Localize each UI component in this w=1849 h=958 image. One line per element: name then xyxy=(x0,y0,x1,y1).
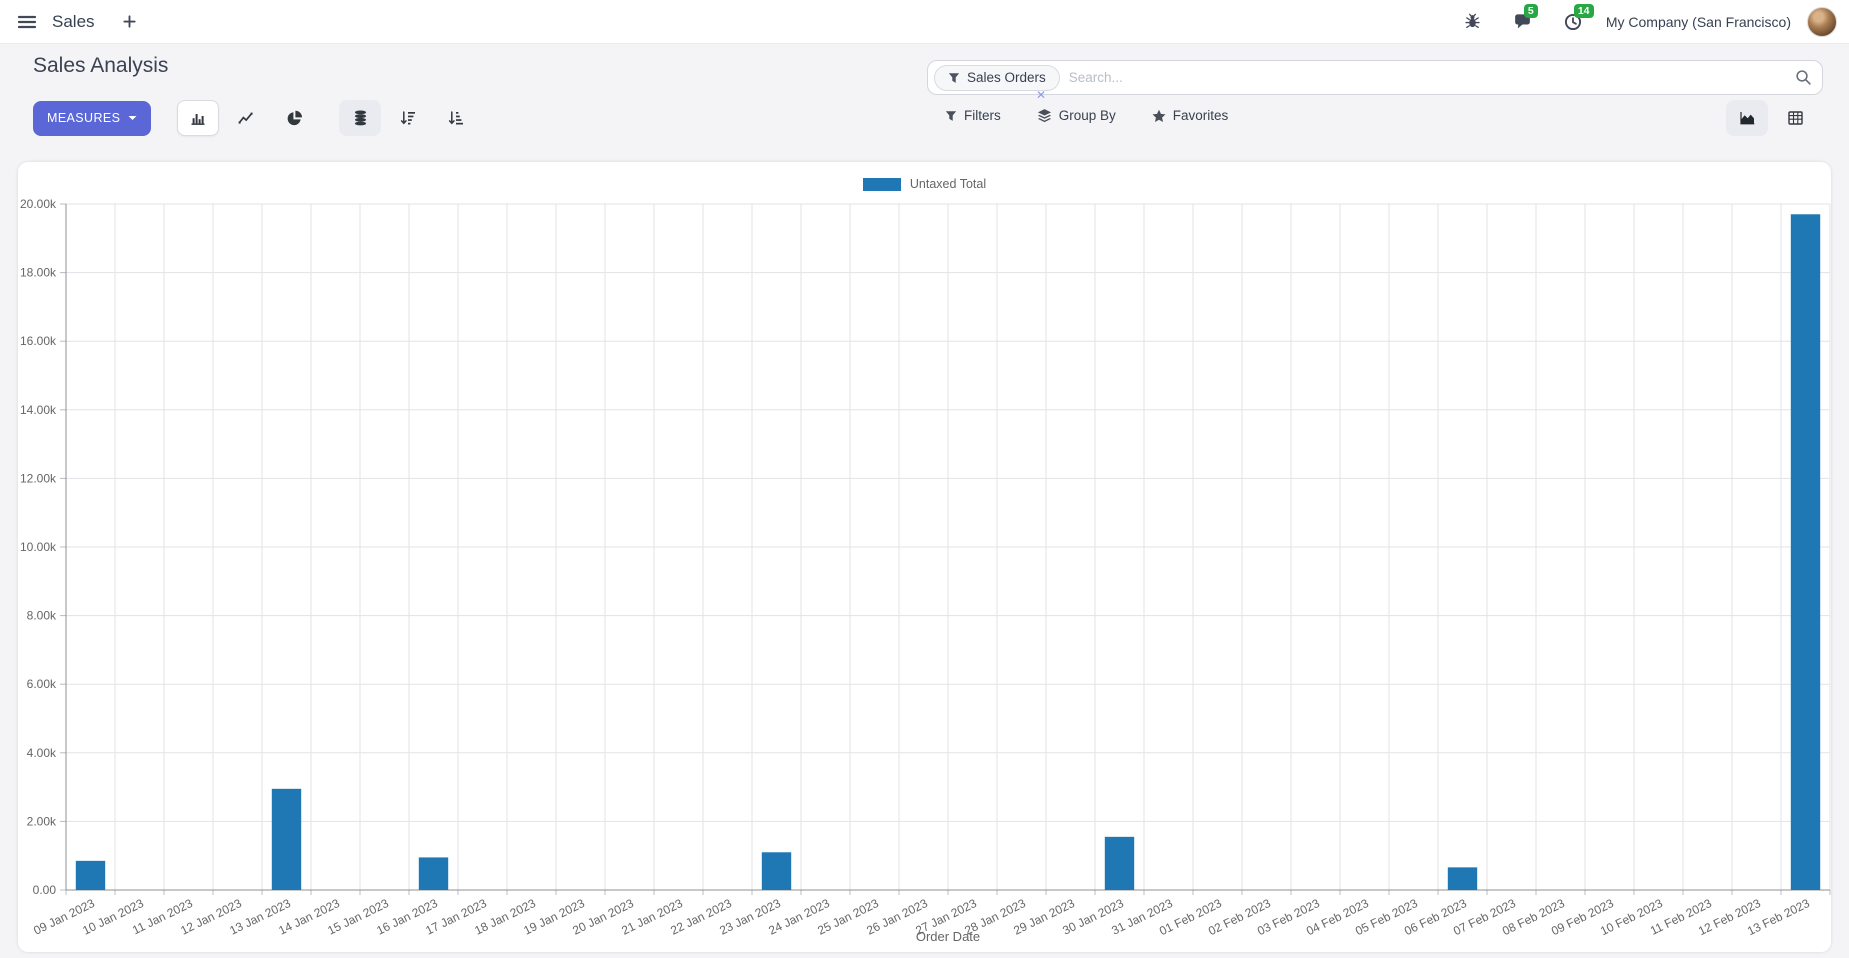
measures-button[interactable]: MEASURES xyxy=(33,100,152,136)
y-tick-label: 2.00k xyxy=(27,814,57,828)
y-tick-label: 8.00k xyxy=(27,609,57,623)
activities-badge: 14 xyxy=(1573,3,1594,18)
bar-13 Jan 2023[interactable] xyxy=(271,788,302,890)
page-title: Sales Analysis xyxy=(33,54,169,77)
company-switcher[interactable]: My Company (San Francisco) xyxy=(1605,13,1791,30)
filters-button[interactable]: Filters xyxy=(945,108,1001,123)
y-tick-label: 18.00k xyxy=(20,266,57,280)
graph-view-icon[interactable] xyxy=(1726,100,1768,136)
chart-type-group xyxy=(177,100,477,136)
measures-label: MEASURES xyxy=(47,111,121,125)
group-by-label: Group By xyxy=(1058,108,1116,123)
y-tick-label: 10.00k xyxy=(20,540,57,554)
search-options: Filters Group By Favorites xyxy=(945,108,1228,123)
y-tick-label: 14.00k xyxy=(20,403,57,417)
favorites-icon xyxy=(1152,109,1166,122)
line-chart-icon[interactable] xyxy=(225,100,267,136)
filters-label: Filters xyxy=(964,108,1001,123)
view-switcher xyxy=(1726,100,1816,136)
pie-chart-icon[interactable] xyxy=(273,100,315,136)
bars xyxy=(75,214,1821,891)
x-axis-title: Order Date xyxy=(916,929,980,944)
facet-filter-icon xyxy=(948,72,960,83)
group-by-icon xyxy=(1037,109,1051,123)
chevron-down-icon xyxy=(128,116,137,120)
control-panel: Sales Analysis MEASURES xyxy=(0,44,1849,162)
chart-legend[interactable]: Untaxed Total xyxy=(18,162,1831,196)
favorites-label: Favorites xyxy=(1172,108,1229,123)
y-tick-label: 20.00k xyxy=(20,197,57,211)
top-navbar: Sales 5 14 My Company (San Francisc xyxy=(0,0,1849,44)
filters-icon xyxy=(945,110,957,121)
bar-chart: 0.00 2.00k 4.00k 6.00k 8.00k 10.00k 12.00k 14.0… xyxy=(20,197,1831,944)
menu-icon[interactable] xyxy=(14,9,40,35)
bar-16 Jan 2023[interactable] xyxy=(418,857,449,890)
bar-09 Jan 2023[interactable] xyxy=(75,860,106,890)
facet-label: Sales Orders xyxy=(967,70,1046,85)
facet-remove-icon[interactable]: ✕ xyxy=(1036,88,1047,102)
sort-desc-icon[interactable] xyxy=(387,100,429,136)
activities-icon[interactable]: 14 xyxy=(1562,3,1594,33)
bar-23 Jan 2023[interactable] xyxy=(761,852,792,890)
favorites-button[interactable]: Favorites xyxy=(1152,108,1229,123)
sort-asc-icon[interactable] xyxy=(435,100,477,136)
group-by-button[interactable]: Group By xyxy=(1037,108,1116,123)
bar-chart-icon[interactable] xyxy=(177,100,220,136)
y-tick-label: 16.00k xyxy=(20,334,57,348)
y-tick-label: 0.00 xyxy=(33,883,57,897)
messages-icon[interactable]: 5 xyxy=(1512,3,1538,33)
search-icon[interactable] xyxy=(1795,69,1812,86)
y-tick-label: 12.00k xyxy=(20,471,57,485)
bar-30 Jan 2023[interactable] xyxy=(1104,836,1135,890)
axes xyxy=(65,204,1830,891)
legend-swatch xyxy=(862,177,901,191)
search-facet[interactable]: Sales Orders xyxy=(934,64,1060,91)
gridlines xyxy=(60,203,1831,895)
graph-view-panel: Untaxed Total 0.00 2.00k 4.00k 6.00k 8.00k 10… xyxy=(18,162,1831,952)
plus-icon[interactable] xyxy=(119,11,141,33)
user-avatar[interactable] xyxy=(1807,6,1837,37)
search-bar[interactable]: Sales Orders xyxy=(927,60,1823,95)
y-tick-label: 4.00k xyxy=(27,746,57,760)
app-menu-sales[interactable]: Sales xyxy=(52,11,95,31)
bar-06 Feb 2023[interactable] xyxy=(1447,867,1478,890)
bug-icon[interactable] xyxy=(1462,11,1484,33)
stacked-icon[interactable] xyxy=(339,100,382,136)
legend-label: Untaxed Total xyxy=(909,177,987,191)
y-tick-label: 6.00k xyxy=(27,677,57,691)
pivot-view-icon[interactable] xyxy=(1774,100,1816,136)
messages-badge: 5 xyxy=(1523,3,1538,18)
search-input[interactable] xyxy=(1068,70,1795,85)
bar-13 Feb 2023[interactable] xyxy=(1790,214,1821,891)
